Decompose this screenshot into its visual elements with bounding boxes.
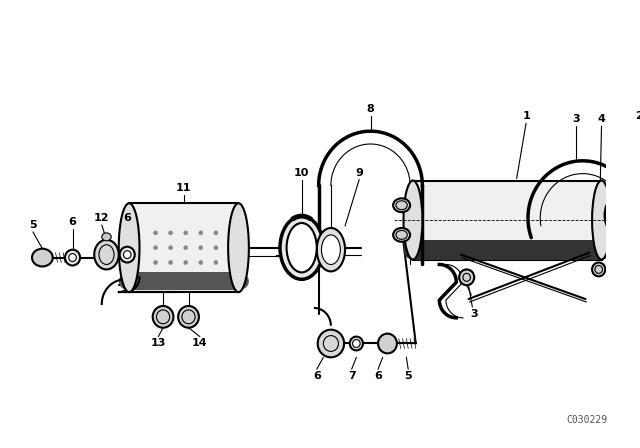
Text: 3: 3 xyxy=(470,309,478,319)
Ellipse shape xyxy=(124,251,131,258)
Circle shape xyxy=(199,246,203,250)
Ellipse shape xyxy=(119,272,140,290)
Circle shape xyxy=(169,231,173,235)
Circle shape xyxy=(169,261,173,264)
Ellipse shape xyxy=(178,306,199,327)
Text: 4: 4 xyxy=(598,114,605,124)
Circle shape xyxy=(214,246,218,250)
Circle shape xyxy=(199,261,203,264)
Circle shape xyxy=(154,261,157,264)
Text: 9: 9 xyxy=(355,168,363,178)
Ellipse shape xyxy=(605,190,640,241)
Text: 5: 5 xyxy=(29,220,36,230)
Ellipse shape xyxy=(353,340,360,348)
Circle shape xyxy=(317,330,344,358)
Text: 14: 14 xyxy=(192,339,207,349)
Text: 3: 3 xyxy=(572,114,580,124)
Bar xyxy=(413,181,602,259)
Ellipse shape xyxy=(592,240,611,259)
Text: 7: 7 xyxy=(348,371,355,381)
Text: 8: 8 xyxy=(367,104,374,114)
Circle shape xyxy=(214,261,218,264)
Text: 6: 6 xyxy=(68,217,77,227)
Ellipse shape xyxy=(65,250,80,266)
Text: 2: 2 xyxy=(636,112,640,121)
Ellipse shape xyxy=(153,306,173,327)
Ellipse shape xyxy=(32,249,52,267)
Circle shape xyxy=(199,231,203,235)
Bar xyxy=(129,203,239,292)
Ellipse shape xyxy=(228,272,249,290)
Ellipse shape xyxy=(403,240,422,259)
Circle shape xyxy=(459,269,474,285)
Ellipse shape xyxy=(378,334,397,353)
Circle shape xyxy=(154,246,157,250)
Ellipse shape xyxy=(349,336,363,350)
Circle shape xyxy=(154,231,157,235)
Text: 12: 12 xyxy=(94,213,109,223)
Ellipse shape xyxy=(321,235,340,264)
Ellipse shape xyxy=(403,181,422,259)
Ellipse shape xyxy=(393,198,410,212)
Ellipse shape xyxy=(94,240,119,269)
Circle shape xyxy=(184,246,188,250)
Ellipse shape xyxy=(119,203,140,292)
Ellipse shape xyxy=(120,247,135,263)
Text: 1: 1 xyxy=(522,112,530,121)
Circle shape xyxy=(184,231,188,235)
Circle shape xyxy=(184,261,188,264)
Text: 11: 11 xyxy=(176,183,191,194)
Circle shape xyxy=(214,231,218,235)
Text: 6: 6 xyxy=(374,371,382,381)
Ellipse shape xyxy=(68,254,76,262)
Text: 6: 6 xyxy=(313,371,321,381)
Ellipse shape xyxy=(228,203,249,292)
Ellipse shape xyxy=(592,181,611,259)
Ellipse shape xyxy=(280,216,323,279)
Ellipse shape xyxy=(102,233,111,241)
Text: 6: 6 xyxy=(124,213,131,223)
Ellipse shape xyxy=(393,228,410,242)
Ellipse shape xyxy=(287,223,317,272)
Ellipse shape xyxy=(317,228,345,271)
Bar xyxy=(131,272,237,290)
Text: 13: 13 xyxy=(150,339,166,349)
Text: 5: 5 xyxy=(404,371,412,381)
Text: 10: 10 xyxy=(294,168,309,178)
Bar xyxy=(413,240,602,259)
Circle shape xyxy=(169,246,173,250)
Ellipse shape xyxy=(592,263,605,276)
Text: C030229: C030229 xyxy=(566,415,608,426)
